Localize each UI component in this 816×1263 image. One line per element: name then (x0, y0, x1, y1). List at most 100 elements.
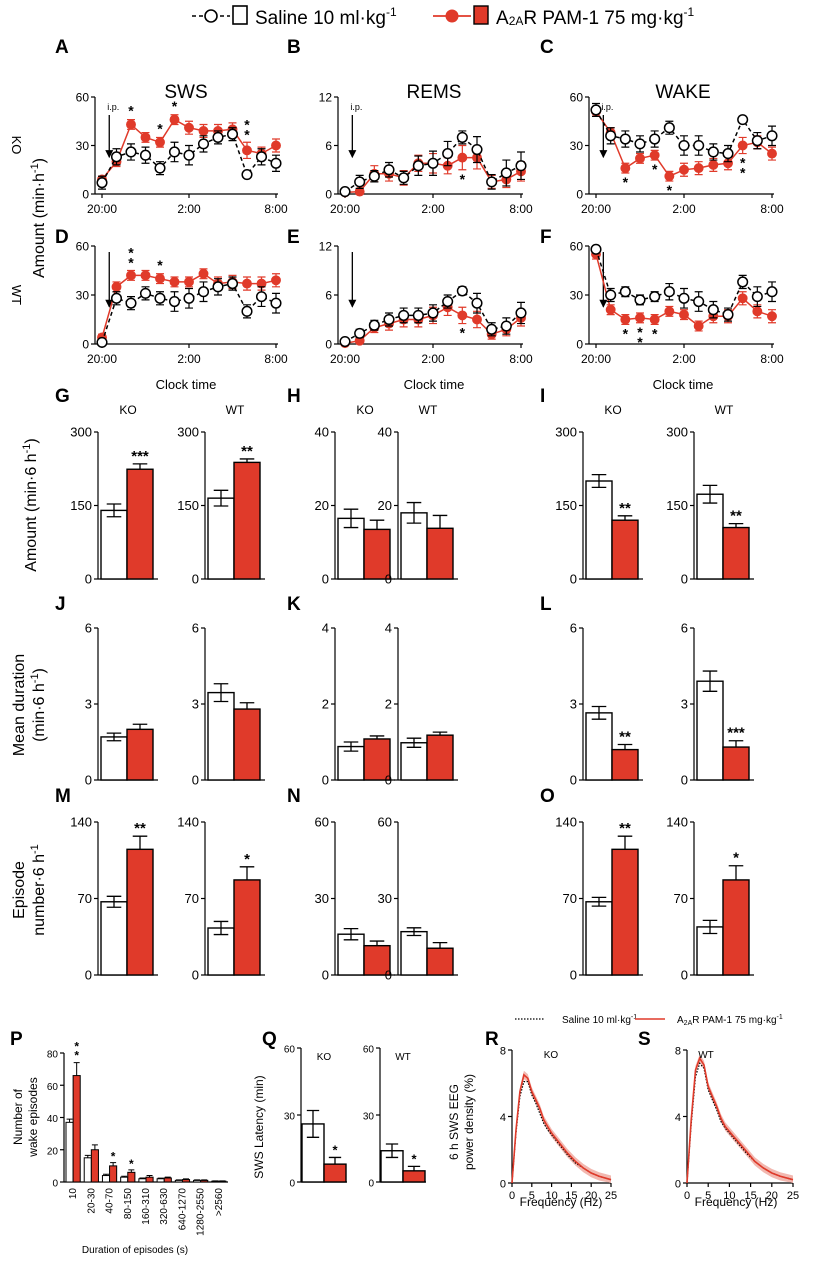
panel-F-series-pam (591, 248, 777, 332)
panel-O-bar-pam (611, 848, 639, 976)
legend-saline-label: Saline 10 ml·kg-1 (255, 5, 397, 29)
panel-A-series-saline (96, 127, 282, 190)
panel-D-point-pam (184, 276, 194, 287)
panel-B-point-saline (398, 172, 410, 184)
panel-A-point-saline (154, 162, 166, 174)
panel-P-significance-star: * (111, 1150, 116, 1164)
panel-M-group-0: 0 70 140 ** (70, 815, 158, 983)
r-xlabel: Frequency (Hz) (520, 1195, 603, 1209)
panel-K-errorbar (432, 731, 448, 736)
panel-E-point-saline (486, 323, 498, 335)
panel-M-g1-y-tick-label: 140 (177, 815, 199, 830)
panel-B-point-saline (383, 164, 395, 176)
panel-B-point-saline (486, 176, 498, 188)
panel-B-point-pam (457, 152, 468, 163)
panel-letter-P: P (10, 1029, 23, 1050)
panel-K-group-0: 0 2 4 (322, 621, 395, 788)
panel-S-x-tick-label: 5 (705, 1190, 711, 1202)
panel-H-errorbar (343, 508, 359, 529)
panel-D-point-saline (197, 286, 210, 298)
panel-B-point-saline (515, 160, 527, 172)
panel-C-y-tick-label: 30 (570, 139, 584, 153)
panel-letter-O: O (540, 786, 555, 807)
panel-I-bar-pam (611, 519, 639, 580)
panel-B-point-saline (471, 143, 483, 156)
panel-B-point-saline (339, 186, 351, 198)
panel-P-bar-saline (65, 1121, 74, 1183)
panel-C-point-pam (620, 163, 631, 174)
panel-C-point-pam (737, 140, 748, 151)
panel-Q-group-1: 0 30 60 * WT (363, 1045, 426, 1190)
panel-letter-L: L (540, 594, 552, 615)
panel-J-bar-saline (100, 736, 128, 781)
panel-A-point-saline (241, 169, 253, 181)
ylabel-episode-2: number·6 h-1 (29, 844, 48, 936)
panel-D-point-pam (155, 273, 165, 284)
panel-C-point-pam (708, 159, 719, 170)
panel-L-group-0: 0 3 6 ** (570, 621, 643, 788)
panel-P-bar-saline (174, 1179, 183, 1183)
panel-P-x-tick-label: 1280-2550 (196, 1188, 207, 1236)
panel-L-g0-y-tick-label: 6 (570, 621, 577, 636)
panel-C-y-tick-label: 60 (570, 91, 584, 105)
panel-P-significance-star: * (129, 1157, 134, 1171)
panel-M-g1-y-tick-label: 70 (185, 891, 199, 906)
panel-L-significance-star: *** (727, 725, 745, 742)
panel-C-point-saline (649, 133, 661, 145)
panel-F-point-pam (693, 321, 704, 331)
panel-P-errorbar (146, 1175, 153, 1178)
panel-E-point-pam (472, 314, 482, 325)
panel-B-x-tick-label: 2:00 (421, 202, 445, 216)
panel-I-errorbar (617, 515, 633, 521)
panel-N-bar-saline (400, 930, 428, 976)
panel-H-errorbar (369, 519, 385, 530)
panel-C-point-saline (737, 114, 749, 126)
panel-E-y-tick-label: 6 (325, 289, 332, 303)
panel-M-group-1: 0 70 140 * (177, 815, 265, 983)
panel-Q-g0-y-tick-label: 60 (284, 1045, 296, 1056)
panel-letter-C: C (540, 37, 554, 58)
panel-P-bar-pam (72, 1075, 81, 1183)
panel-S-pam-band (687, 1054, 793, 1183)
panel-A-point-saline (125, 146, 137, 158)
panel-A-significance-star: * (128, 103, 134, 119)
panel-C-point-saline (766, 130, 778, 142)
panel-L-bar-saline (585, 712, 613, 781)
panel-D-point-pam (169, 276, 180, 287)
panel-D-point-saline (154, 292, 166, 304)
panel-L-errorbar (702, 670, 718, 692)
panel-J-bar-saline (207, 691, 235, 781)
panel-A-point-pam (271, 140, 281, 151)
panel-D-point-pam (111, 281, 122, 292)
panel-A-point-saline (212, 131, 224, 143)
panel-D-point-saline (183, 292, 195, 304)
panel-G-group-0: 0 150 300 *** KO (70, 403, 158, 587)
panel-letter-S: S (638, 1029, 651, 1050)
panel-N-g0-y-tick-label: 60 (315, 815, 329, 830)
panel-P-x-tick-label: 40-70 (105, 1188, 116, 1214)
panel-P-bar-pam (200, 1179, 209, 1183)
panel-N-g0-y-tick-label: 30 (315, 891, 329, 906)
panel-N-errorbar (406, 927, 422, 937)
panel-H-group-label: KO (356, 403, 373, 417)
panel-S-group-label: WT (698, 1050, 714, 1061)
panel-N-bar-pam (426, 947, 454, 976)
panel-A-point-saline (255, 151, 268, 163)
panel-G-group-label: KO (119, 403, 136, 417)
panel-E-ip-arrowhead (348, 299, 357, 308)
panel-A-ip-arrowhead (105, 150, 114, 159)
panel-A-x-tick-label: 2:00 (177, 202, 201, 216)
panel-K-errorbar (406, 737, 422, 748)
panel-C-significance-star: * * (740, 155, 746, 181)
panel-S-y-tick-label: 8 (675, 1046, 681, 1058)
panel-R-x-tick-label: 5 (529, 1190, 535, 1202)
panel-P-bar-pam (145, 1176, 154, 1183)
panel-G-bar-saline (100, 509, 128, 580)
panel-H-bar-pam (363, 528, 391, 580)
panel-G-g1-y-tick-label: 0 (192, 572, 199, 587)
panel-C-point-pam (693, 163, 704, 174)
ylabel-mean-duration: Mean duration (11, 654, 28, 756)
panel-A-ip-label: i.p. (107, 102, 119, 112)
